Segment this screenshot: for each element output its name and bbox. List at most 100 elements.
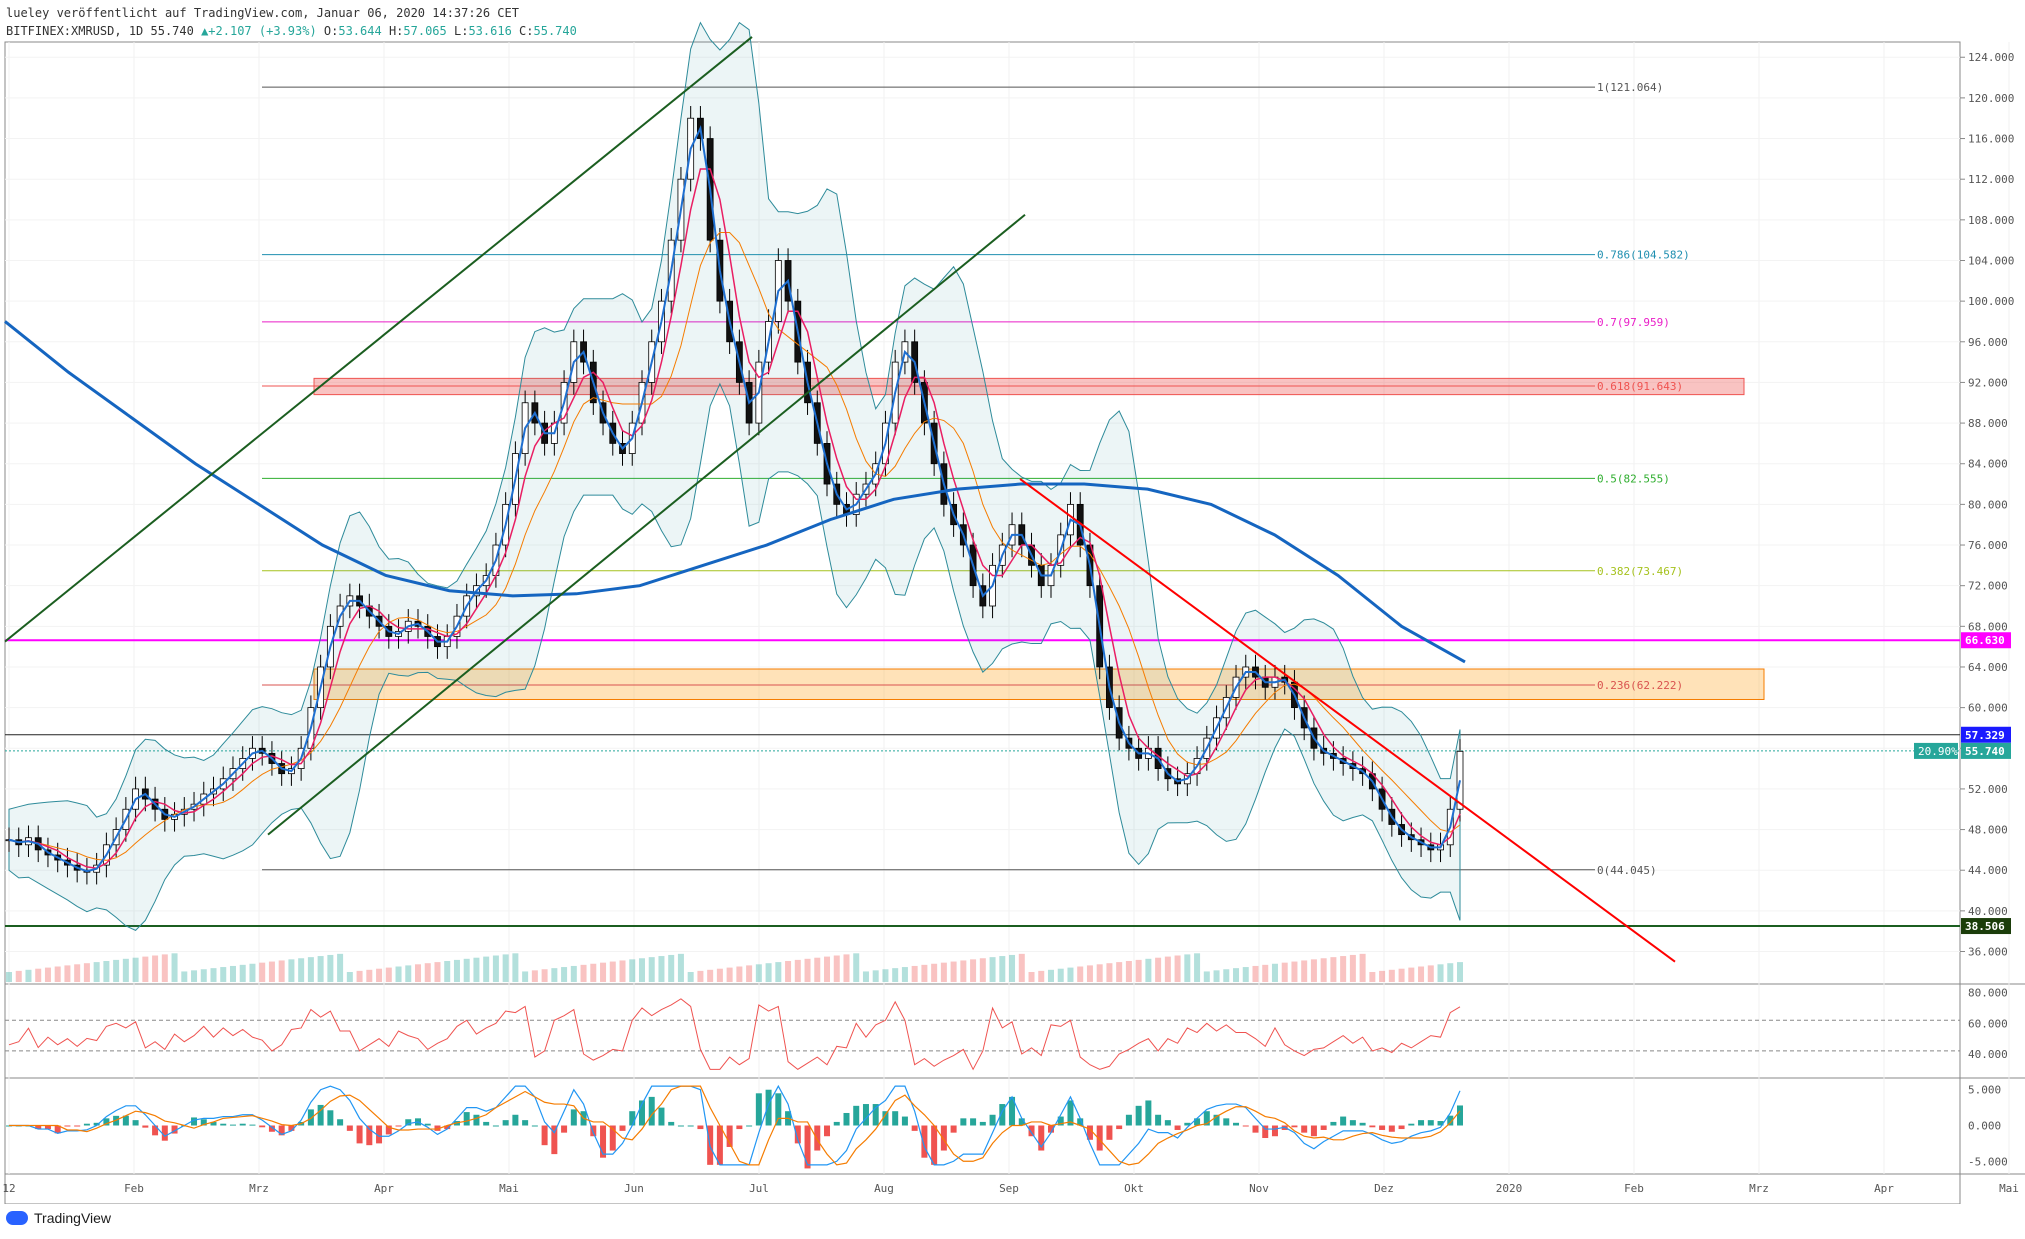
volume-bar bbox=[1388, 969, 1395, 982]
volume-bar bbox=[921, 964, 928, 982]
macd-histogram-bar bbox=[346, 1125, 353, 1131]
x-tick-label: 12 bbox=[2, 1182, 15, 1195]
macd-histogram-bar bbox=[1242, 1125, 1249, 1127]
volume-bar bbox=[638, 958, 645, 982]
volume-bar bbox=[1408, 967, 1415, 982]
volume-bar bbox=[950, 961, 957, 982]
volume-bar bbox=[132, 957, 139, 982]
channel-lower-line bbox=[267, 213, 1026, 836]
macd-histogram-bar bbox=[502, 1120, 509, 1126]
volume-bar bbox=[317, 956, 324, 982]
macd-histogram-bar bbox=[824, 1125, 831, 1137]
x-tick-label: Apr bbox=[374, 1182, 394, 1195]
volume-bar bbox=[492, 955, 499, 982]
volume-bar bbox=[755, 964, 762, 982]
macd-histogram-bar bbox=[44, 1125, 51, 1130]
macd-tick-label: 5.000 bbox=[1968, 1084, 2001, 1097]
volume-bar bbox=[171, 953, 178, 982]
macd-histogram-bar bbox=[161, 1125, 168, 1141]
volume-bar bbox=[152, 955, 159, 982]
macd-histogram-bar bbox=[210, 1121, 217, 1126]
volume-bar bbox=[1457, 962, 1463, 982]
x-tick-label: Aug bbox=[874, 1182, 894, 1195]
macd-histogram-bar bbox=[648, 1096, 655, 1126]
y-tick-label: 120.000 bbox=[1968, 92, 2014, 105]
macd-histogram-bar bbox=[1028, 1125, 1035, 1137]
volume-bar bbox=[1203, 971, 1210, 982]
price-chart[interactable]: 12 Feb Mrz Apr Mai Jun Jul Aug Sep Okt Nov Dez 2020 F… bbox=[0, 0, 2025, 1204]
volume-bar bbox=[191, 970, 198, 982]
macd-histogram-bar bbox=[911, 1125, 918, 1131]
macd-histogram-bar bbox=[132, 1120, 139, 1126]
rsi-line bbox=[8, 998, 1461, 1071]
support-zone-lower bbox=[313, 668, 1765, 700]
close-label: C: bbox=[519, 24, 534, 38]
macd-histogram-bar bbox=[239, 1123, 246, 1126]
macd-histogram-bar bbox=[687, 1125, 694, 1127]
volume-bar bbox=[424, 963, 431, 982]
volume-bar bbox=[278, 960, 285, 982]
macd-histogram-bar bbox=[200, 1119, 207, 1126]
volume-bar bbox=[512, 953, 519, 982]
volume-bar bbox=[25, 969, 32, 982]
tradingview-logo[interactable]: TradingView bbox=[6, 1210, 111, 1226]
low-value: 53.616 bbox=[468, 24, 512, 38]
y-tick-label: 112.000 bbox=[1968, 173, 2014, 186]
x-tick-label: Dez bbox=[1374, 1182, 1394, 1195]
volume-bar bbox=[483, 956, 490, 982]
macd-histogram-bar bbox=[609, 1125, 616, 1151]
macd-histogram-bar bbox=[122, 1115, 129, 1126]
macd-histogram-bar bbox=[892, 1111, 899, 1126]
volume-bar bbox=[794, 959, 801, 982]
volume-bar bbox=[142, 956, 149, 982]
price-label-text: 57.329 bbox=[1965, 729, 2005, 742]
volume-bar bbox=[122, 958, 129, 982]
high-label: H: bbox=[388, 24, 404, 38]
macd-histogram-bar bbox=[220, 1123, 227, 1126]
macd-histogram-bar bbox=[862, 1104, 869, 1126]
macd-histogram-bar bbox=[1262, 1125, 1269, 1139]
volume-bar bbox=[64, 965, 71, 982]
high-value: 57.065 bbox=[403, 24, 447, 38]
volume-bar bbox=[346, 972, 353, 982]
macd-histogram-bar bbox=[268, 1125, 275, 1132]
volume-bar bbox=[444, 961, 451, 982]
volume-bar bbox=[103, 961, 110, 982]
volume-bar bbox=[1379, 970, 1386, 982]
pct-label-box bbox=[1914, 742, 1958, 759]
volume-bar bbox=[1009, 954, 1016, 982]
macd-histogram-bar bbox=[152, 1125, 159, 1136]
volume-bar bbox=[580, 964, 587, 982]
macd-histogram-bar bbox=[171, 1125, 178, 1134]
macd-histogram-bar bbox=[814, 1125, 821, 1151]
volume-bar bbox=[1086, 965, 1093, 982]
volume-bar bbox=[239, 964, 246, 982]
x-tick-label: Jun bbox=[624, 1182, 644, 1195]
macd-histogram-bar bbox=[668, 1121, 675, 1126]
price-label-box bbox=[1961, 632, 2011, 649]
volume-bar bbox=[220, 967, 227, 982]
volume-bar bbox=[872, 970, 879, 982]
volume-bar bbox=[434, 962, 441, 982]
x-tick-label: Feb bbox=[1624, 1182, 1644, 1195]
price-label-box bbox=[1961, 742, 2011, 759]
macd-histogram-bar bbox=[570, 1109, 577, 1126]
macd-histogram-bar bbox=[1359, 1122, 1366, 1126]
macd-histogram-bar bbox=[35, 1125, 42, 1130]
volume-bar bbox=[307, 957, 314, 982]
macd-histogram-bar bbox=[736, 1125, 743, 1130]
volume-bar bbox=[590, 963, 597, 982]
y-tick-label: 76.000 bbox=[1968, 539, 2008, 552]
volume-bar bbox=[561, 967, 568, 982]
macd-histogram-bar bbox=[1301, 1125, 1308, 1133]
macd-histogram-bar bbox=[1047, 1125, 1054, 1133]
y-tick-label: 48.000 bbox=[1968, 824, 2008, 837]
fib-label: 0.382(73.467) bbox=[1597, 565, 1683, 578]
volume-bar bbox=[181, 971, 188, 982]
macd-histogram-bar bbox=[1086, 1125, 1093, 1140]
volume-bar bbox=[843, 954, 850, 982]
macd-histogram-bar bbox=[385, 1125, 392, 1135]
volume-bar bbox=[385, 967, 392, 982]
volume-bar bbox=[901, 967, 908, 982]
volume-bar bbox=[15, 970, 22, 982]
